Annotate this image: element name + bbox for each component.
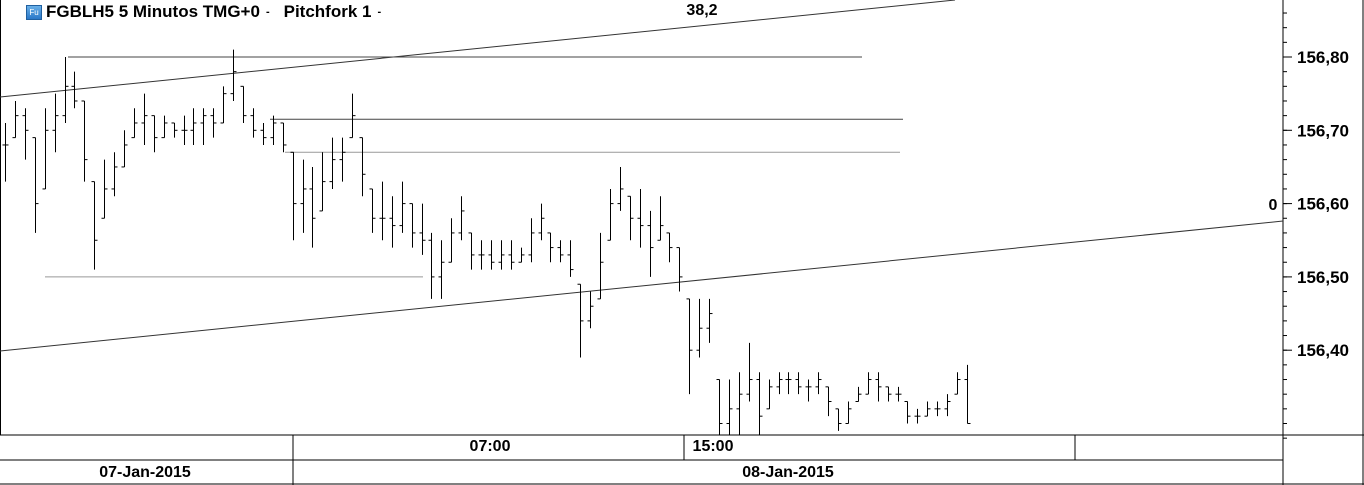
drawing-lines[interactable]: [0, 0, 1284, 352]
price-tick-label: 156,80: [1297, 48, 1349, 67]
price-tick-label: 156,70: [1297, 121, 1349, 140]
chart-header: Fu FGBLH5 5 Minutos TMG+0 - Pitchfork 1 …: [26, 2, 391, 22]
time-label-0700: 07:00: [469, 438, 511, 455]
pitchfork-upper-line: [0, 0, 956, 98]
time-label-1500: 15:00: [692, 438, 734, 455]
price-tick-label: 156,40: [1297, 341, 1349, 360]
instrument-logo-icon: Fu: [26, 4, 42, 20]
pitchfork-lower-line: [0, 220, 1284, 352]
pitchfork-label-0: 0: [1268, 197, 1278, 214]
ohlc-bars: [2, 49, 971, 435]
instrument-label[interactable]: FGBLH5 5 Minutos TMG+0: [46, 2, 260, 21]
date-label-08-jan: 08-Jan-2015: [742, 464, 834, 481]
price-tick-label: 156,60: [1297, 195, 1349, 214]
instrument-dropdown-icon[interactable]: -: [265, 6, 270, 18]
date-label-07-jan: 07-Jan-2015: [99, 464, 191, 481]
study-dropdown-icon[interactable]: -: [377, 6, 382, 18]
study-label[interactable]: Pitchfork 1: [283, 2, 372, 21]
price-tick-label: 156,50: [1297, 268, 1349, 287]
pitchfork-label-38-2: 38,2: [686, 2, 718, 19]
price-axis[interactable]: 156,80 156,70 156,60 156,50 156,40: [1283, 12, 1349, 439]
